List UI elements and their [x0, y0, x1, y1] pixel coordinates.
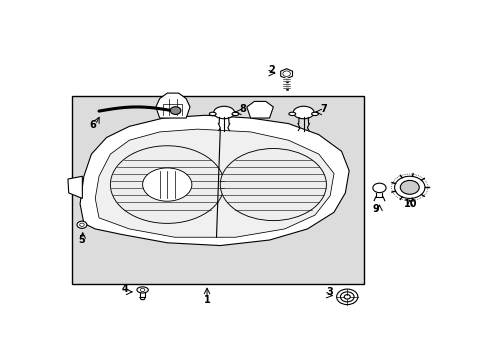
- Polygon shape: [80, 115, 348, 246]
- Polygon shape: [280, 69, 292, 79]
- Ellipse shape: [142, 168, 191, 201]
- Ellipse shape: [209, 112, 216, 116]
- Ellipse shape: [288, 112, 295, 116]
- Polygon shape: [246, 102, 273, 118]
- Ellipse shape: [137, 287, 148, 293]
- Text: 9: 9: [372, 204, 379, 214]
- Polygon shape: [68, 176, 82, 198]
- Circle shape: [282, 71, 290, 76]
- Circle shape: [140, 288, 144, 292]
- Circle shape: [344, 294, 349, 299]
- Ellipse shape: [220, 149, 326, 221]
- Ellipse shape: [110, 146, 224, 223]
- Circle shape: [340, 292, 353, 302]
- Bar: [72, 96, 364, 284]
- Circle shape: [400, 180, 418, 194]
- Text: 1: 1: [203, 295, 210, 305]
- Circle shape: [394, 176, 424, 198]
- Ellipse shape: [372, 183, 386, 193]
- Text: 3: 3: [325, 287, 332, 297]
- Ellipse shape: [311, 112, 318, 116]
- Circle shape: [77, 221, 87, 228]
- Text: 7: 7: [320, 104, 327, 114]
- Ellipse shape: [293, 106, 313, 119]
- Text: 2: 2: [268, 65, 275, 75]
- Polygon shape: [95, 129, 333, 237]
- Ellipse shape: [213, 106, 234, 119]
- Text: 5: 5: [78, 235, 85, 245]
- Polygon shape: [156, 93, 189, 118]
- Circle shape: [80, 223, 84, 226]
- Ellipse shape: [232, 112, 238, 116]
- Text: 10: 10: [403, 199, 416, 209]
- Circle shape: [336, 289, 357, 305]
- Circle shape: [170, 107, 181, 114]
- Text: 8: 8: [239, 104, 245, 114]
- Text: 4: 4: [121, 284, 128, 294]
- Text: 6: 6: [89, 120, 96, 130]
